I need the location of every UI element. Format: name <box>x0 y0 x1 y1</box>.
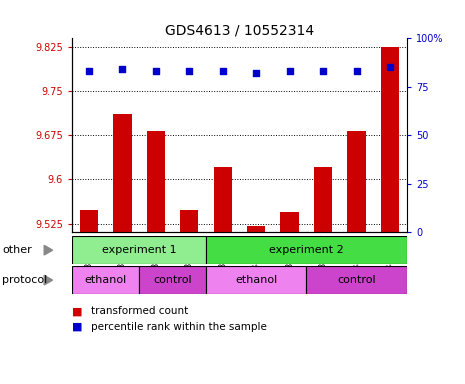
Bar <box>206 236 407 264</box>
Bar <box>146 131 165 232</box>
Bar <box>381 47 399 232</box>
Bar <box>206 266 306 294</box>
Point <box>386 65 394 71</box>
Text: ethanol: ethanol <box>85 275 126 285</box>
Text: control: control <box>337 275 376 285</box>
Point <box>219 68 226 74</box>
Text: transformed count: transformed count <box>91 306 188 316</box>
Bar <box>139 266 206 294</box>
Point <box>119 66 126 73</box>
Bar <box>72 236 206 264</box>
Bar <box>180 210 199 232</box>
Text: ethanol: ethanol <box>235 275 277 285</box>
Text: ■: ■ <box>72 306 83 316</box>
Bar <box>306 266 407 294</box>
Bar <box>72 266 139 294</box>
Text: experiment 2: experiment 2 <box>269 245 344 255</box>
Text: percentile rank within the sample: percentile rank within the sample <box>91 322 266 332</box>
Text: other: other <box>2 245 32 255</box>
Point <box>353 68 360 74</box>
Text: experiment 1: experiment 1 <box>102 245 176 255</box>
Point <box>152 68 159 74</box>
Text: ■: ■ <box>72 322 83 332</box>
Point <box>85 68 93 74</box>
Bar <box>247 226 266 232</box>
Bar <box>213 167 232 232</box>
Text: protocol: protocol <box>2 275 47 285</box>
Point <box>319 68 327 74</box>
Point <box>286 68 293 74</box>
Bar <box>347 131 366 232</box>
Text: control: control <box>153 275 192 285</box>
Bar <box>280 212 299 232</box>
Bar <box>314 167 332 232</box>
Bar <box>113 114 132 232</box>
Bar <box>80 210 98 232</box>
Point <box>252 70 260 76</box>
Point <box>186 68 193 74</box>
Title: GDS4613 / 10552314: GDS4613 / 10552314 <box>165 23 314 37</box>
